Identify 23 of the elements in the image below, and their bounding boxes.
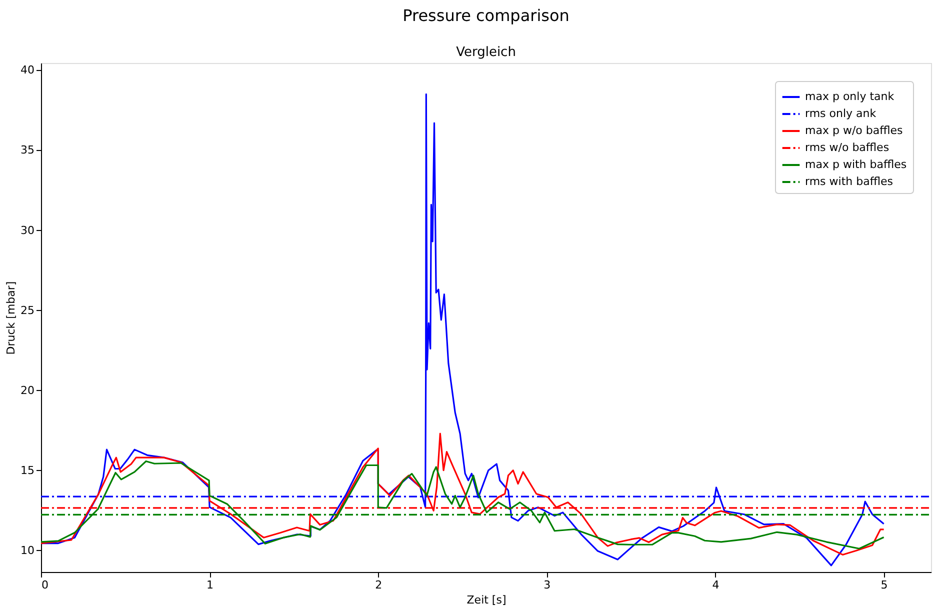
- x-tick-label: 2: [375, 578, 382, 592]
- y-tick-label: 20: [20, 384, 34, 397]
- y-tick-label: 15: [20, 464, 34, 477]
- y-tick-label: 25: [20, 304, 34, 317]
- y-tick-label: 30: [20, 224, 34, 237]
- x-tick-label: 5: [880, 578, 888, 592]
- y-tick-label: 35: [20, 144, 34, 157]
- y-tick-label: 40: [20, 64, 34, 77]
- legend-label: rms only ank: [805, 107, 877, 120]
- x-tick-label: 4: [712, 578, 720, 592]
- y-axis-title: Druck [mbar]: [4, 281, 18, 355]
- x-tick-label: 0: [42, 578, 48, 592]
- x-tick-label: 1: [206, 578, 214, 592]
- chart-subtitle: Vergleich: [456, 45, 516, 60]
- legend-label: max p only tank: [805, 90, 895, 103]
- legend-label: rms w/o baffles: [805, 141, 890, 154]
- x-axis-title: Zeit [s]: [466, 594, 506, 606]
- legend-label: max p with baffles: [805, 158, 907, 171]
- legend-label: max p w/o baffles: [805, 124, 903, 137]
- x-tick-label: 3: [544, 578, 551, 592]
- legend-label: rms with baffles: [805, 175, 894, 188]
- chart-title: Pressure comparison: [402, 6, 570, 25]
- y-tick-label: 10: [20, 544, 34, 557]
